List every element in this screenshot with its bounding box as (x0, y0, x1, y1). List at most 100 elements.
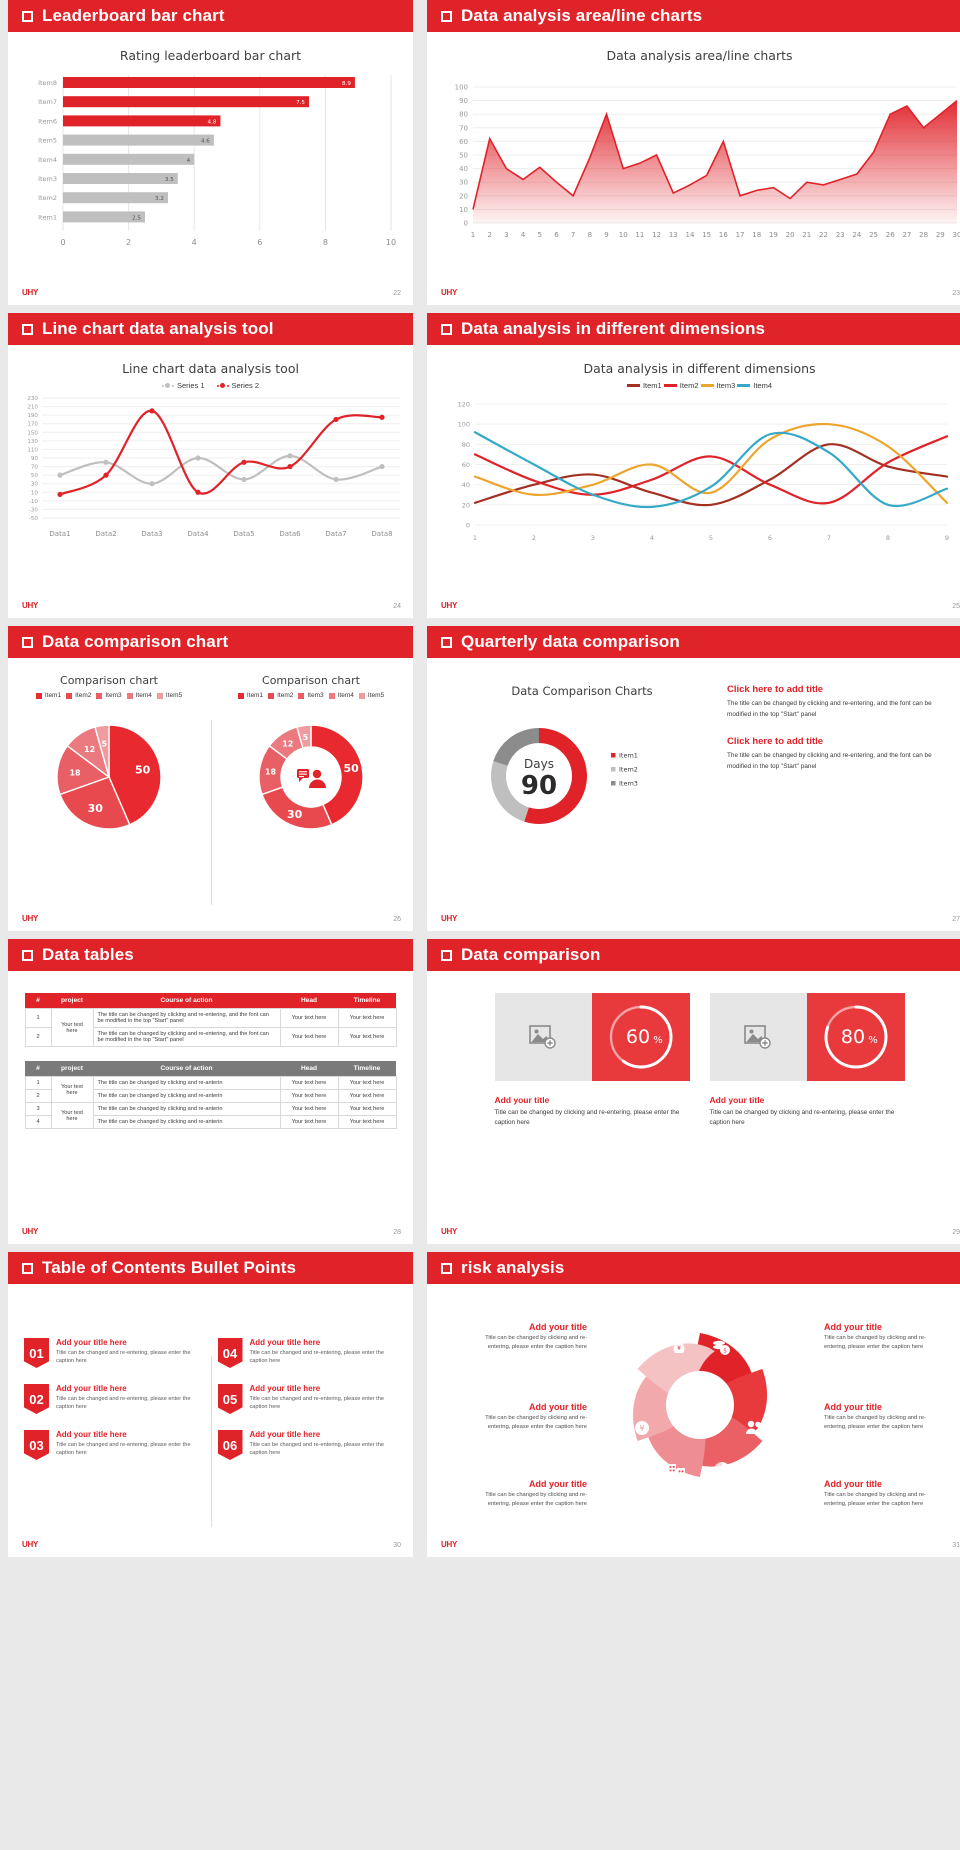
slide-table-of-contents-bullet-points[interactable]: Table of Contents Bullet Points 01 Add yo… (8, 1252, 413, 1557)
piggy-bank-icon: ¥ (635, 1421, 649, 1435)
risk-item-3: Add your title Title can be changed by c… (469, 1402, 587, 1431)
legend-item-item5[interactable]: Item5 (358, 692, 384, 699)
slide-data-comparison[interactable]: Data comparison (427, 939, 960, 1244)
slide-header: Line chart data analysis tool (8, 313, 413, 345)
legend-item-item1[interactable]: Item1 (626, 381, 662, 390)
legend-label: Item1 (642, 381, 662, 390)
page-number: 25 (952, 603, 960, 610)
image-placeholder[interactable] (494, 993, 592, 1081)
y-tick-label: 90 (459, 97, 468, 105)
table-row[interactable]: 1 Your text here The title can be changed … (24, 1008, 397, 1047)
bar-category-label: Item5 (38, 137, 57, 145)
table-row[interactable]: 2 The title can be changed by clicking an… (24, 1027, 397, 1047)
bar-value-label: 3.2 (155, 196, 164, 202)
slice-value-label: 12 (282, 740, 293, 749)
slide-line-chart-data-analysis-tool[interactable]: Line chart data analysis tool Line chart… (8, 313, 413, 618)
legend-item-item1[interactable]: Item1 (35, 692, 61, 699)
slice-value-label: 18 (69, 768, 81, 777)
toc-item[interactable]: 04 Add your title here Title can be change… (217, 1332, 398, 1374)
legend-item-item4[interactable]: Item4 (126, 692, 152, 699)
image-placeholder[interactable] (709, 993, 807, 1081)
svg-text:¥: ¥ (677, 1345, 681, 1352)
slide-body: # project Course of action Head Timeline 1 You… (8, 971, 413, 1244)
slide-data-analysis-area-line-charts[interactable]: Data analysis area/line charts Data anal… (427, 0, 960, 305)
x-tick-label: 14 (686, 231, 695, 239)
legend-item-series-1[interactable]: Series 1 (161, 381, 205, 390)
table-header-cell: Timeline (338, 1061, 396, 1077)
slide-data-analysis-different-dimensions[interactable]: Data analysis in different dimensions Da… (427, 313, 960, 618)
table-row[interactable]: 1 Your text here The title can be changed … (24, 1076, 397, 1103)
x-tick-label: 3 (591, 534, 595, 542)
chart-legend: Series 1 Series 2 (8, 381, 413, 390)
toc-item[interactable]: 06 Add your title here Title can be change… (217, 1424, 398, 1466)
table-cell: Your text here (337, 1089, 397, 1103)
page-number: 30 (393, 1542, 401, 1549)
x-tick-label: 27 (902, 231, 911, 239)
percent-value: 80 (841, 1026, 865, 1048)
y-tick-label: 210 (27, 405, 38, 411)
y-tick-label: 10 (459, 206, 468, 214)
legend-item-item2[interactable]: Item2 (268, 692, 293, 699)
money-bag-icon: ¥ (673, 1338, 685, 1353)
slide-risk-analysis[interactable]: risk analysis Add your title Title can b… (427, 1252, 960, 1557)
legend-swatch (626, 384, 640, 387)
legend-swatch (96, 692, 103, 699)
legend-item-item4[interactable]: Item4 (328, 692, 354, 699)
slice-value-label: 30 (88, 802, 104, 815)
table-cell: 4 (24, 1115, 52, 1129)
card-caption: Add your title Title can be changed by c… (710, 1095, 905, 1127)
comparison-card[interactable]: 80 % (709, 993, 905, 1081)
y-tick-label: 130 (27, 439, 38, 445)
legend-swatch (663, 384, 677, 387)
x-tick-label: 7 (571, 231, 575, 239)
chart-title: Data analysis in different dimensions (583, 361, 816, 376)
bullet-square-icon (441, 636, 452, 648)
table-header-cell: Course of action (93, 993, 280, 1009)
donut-center-value: 90 (521, 771, 557, 801)
slide-quarterly-data-comparison[interactable]: Quarterly data comparison Data Compariso… (427, 626, 960, 931)
legend-item-item3[interactable]: Item3 (700, 381, 735, 390)
toc-item[interactable]: 03 Add your title here Title can be change… (24, 1424, 204, 1466)
toc-item[interactable]: 05 Add your title here Title can be change… (217, 1378, 398, 1420)
card-captions: Add your title Title can be changed by c… (427, 1081, 960, 1127)
slide-data-tables[interactable]: Data tables # project Course of action Head… (8, 939, 413, 1244)
slide-header: Quarterly data comparison (427, 626, 960, 658)
legend-item-series-2[interactable]: Series 2 (216, 381, 259, 390)
legend-item-item5[interactable]: Item5 (156, 692, 182, 699)
table-row[interactable]: 4 The title can be changed by clicking an… (24, 1115, 397, 1129)
toc-item[interactable]: 02 Add your title here Title can be change… (24, 1378, 204, 1420)
toc-number-badge: 01 (24, 1338, 49, 1368)
percent-ring: 60 % (592, 993, 690, 1081)
page-number: 26 (393, 916, 401, 923)
legend-item-item4[interactable]: Item4 (737, 381, 772, 390)
table-row[interactable]: 3 Your text here The title can be changed … (24, 1102, 397, 1129)
legend-marker-icon (216, 383, 229, 388)
legend-item-item3[interactable]: Item3 (96, 692, 122, 699)
legend-swatch (611, 767, 616, 772)
item-title: Add your title (529, 1322, 587, 1332)
slide-header-title: Table of Contents Bullet Points (42, 1258, 297, 1277)
x-tick-label: 26 (886, 231, 895, 239)
page-number: 31 (952, 1542, 960, 1549)
risk-cycle-diagram: ¥ $ ¥ (633, 1333, 767, 1478)
data-table-secondary[interactable]: # project Course of action Head Timeline 1 You… (24, 1061, 397, 1129)
toc-item[interactable]: 01 Add your title here Title can be change… (24, 1332, 204, 1374)
slide-leaderboard-bar-chart[interactable]: Leaderboard bar chart Rating leaderboard… (8, 0, 413, 305)
comparison-card[interactable]: 60 % (494, 993, 690, 1081)
slide-data-comparison-chart[interactable]: Data comparison chart Comparison chart I… (8, 626, 413, 931)
legend-item-item2[interactable]: Item2 (663, 381, 699, 390)
risk-item-4: Add your title Title can be changed by c… (824, 1402, 942, 1431)
line-chart: 230 210 190 170 150 130 110 90 70 50 30 10 -10 -30 -50… (27, 396, 400, 538)
toc-item-desc: Title can be changed and re-entering, pl… (56, 1350, 191, 1365)
legend-label: Item2 (277, 692, 294, 699)
table-row[interactable]: 2 The title can be changed by clicking an… (24, 1089, 397, 1103)
legend-item-item2[interactable]: Item2 (66, 692, 91, 699)
legend-item-item1[interactable]: Item1 (237, 692, 263, 699)
legend-swatch (237, 692, 244, 699)
brand-logo: UHY (22, 601, 38, 610)
legend-item-item3[interactable]: Item3 (298, 692, 324, 699)
data-table-primary[interactable]: # project Course of action Head Timeline 1 You… (24, 993, 397, 1047)
chart-title: Comparison chart (60, 674, 158, 687)
table-cell: 1 (24, 1008, 52, 1028)
donut-panel: Data Comparison Charts Days 90 Item1 Item… (427, 684, 727, 848)
